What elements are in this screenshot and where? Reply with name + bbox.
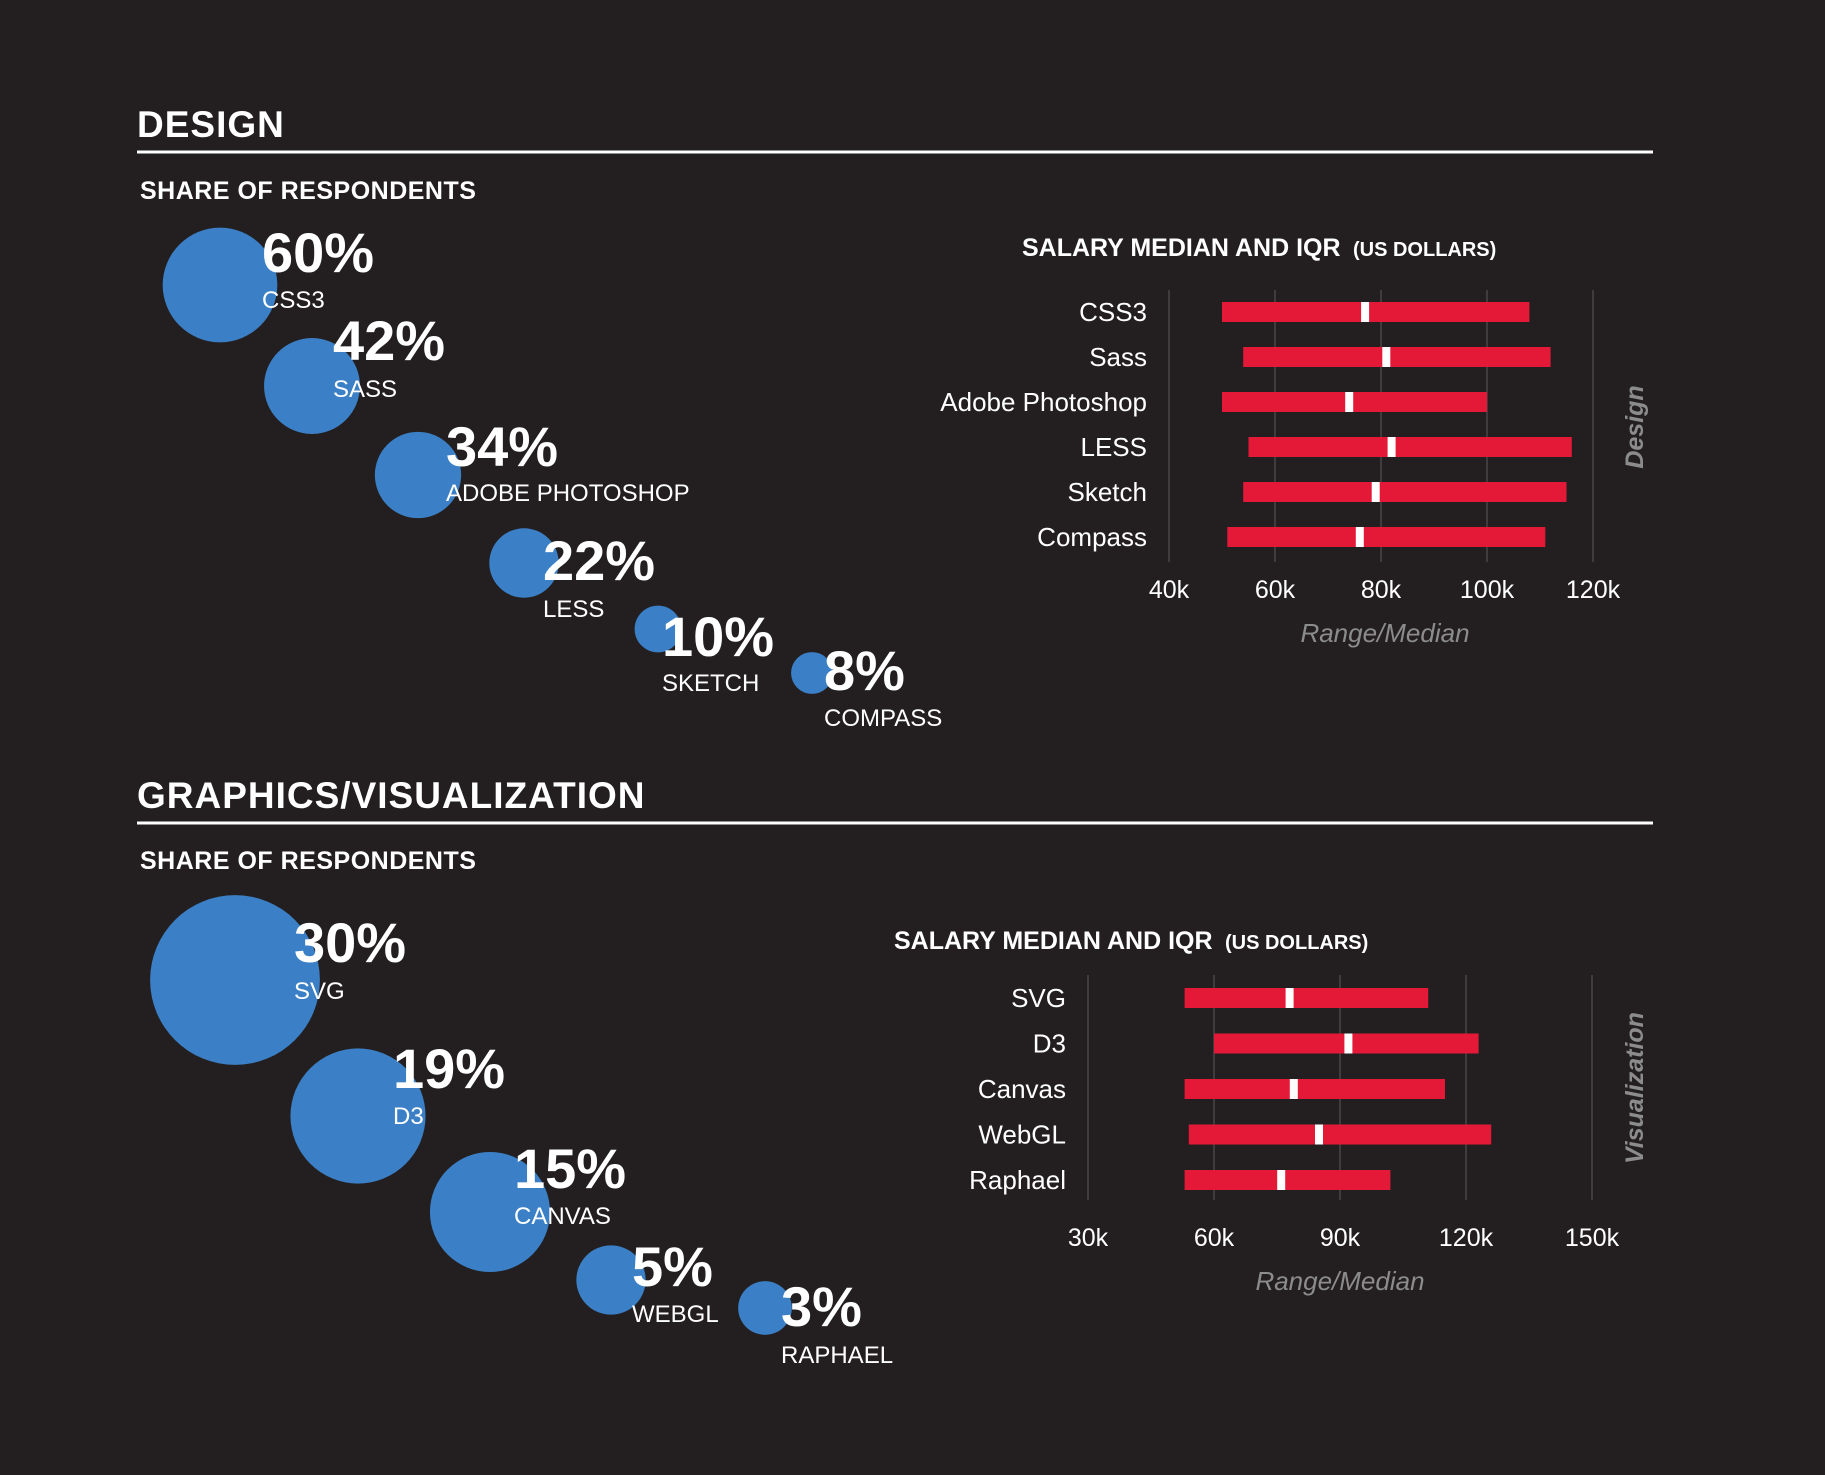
iqr-bar-less [1248,437,1572,457]
median-marker-less [1387,437,1396,457]
bubble-label-less: LESS [543,596,604,623]
salary-category-canvas: Canvas [978,1074,1066,1104]
bubble-pct-css3: 60% [262,221,374,284]
bubble-pct-d3: 19% [393,1037,505,1100]
bubble-compass [791,652,833,694]
graphics-share-bubbles: 30% SVG 19% D3 15% CANVAS 5% WEBGL 3% RAPHAEL [150,895,893,1369]
median-marker-webgl [1315,1124,1323,1145]
bubble-sass [264,338,360,434]
graphics-side-label: Visualization [1621,1012,1649,1164]
graphics-section-title: GRAPHICS/VISUALIZATION [137,775,646,816]
tick-label: 60k [1194,1224,1235,1252]
salary-category-adobe-photoshop: Adobe Photoshop [940,387,1147,417]
salary-category-sketch: Sketch [1068,477,1148,507]
salary-category-raphael: Raphael [969,1165,1066,1195]
bubble-svg [150,895,320,1065]
design-salary-title-sub: (US DOLLARS) [1353,239,1496,261]
bubble-pct-sketch: 10% [662,605,774,668]
bubble-label-raphael: RAPHAEL [781,1342,893,1369]
bubble-less [489,528,559,598]
salary-category-sass: Sass [1089,342,1147,372]
tick-label: 120k [1439,1224,1494,1252]
bubble-sketch [634,605,682,653]
bubble-pct-webgl: 5% [632,1235,713,1298]
bubble-label-sketch: SKETCH [662,670,759,697]
salary-category-webgl: WebGL [978,1120,1066,1150]
graphics-salary-title: SALARY MEDIAN AND IQR (US DOLLARS) [894,927,1368,955]
iqr-bar-svg [1184,988,1429,1008]
bubble-pct-less: 22% [543,529,655,592]
median-marker-compass [1355,527,1364,547]
bubble-pct-svg: 30% [294,911,406,974]
median-marker-adobe-photoshop [1345,392,1354,412]
design-salary-chart: 40k 60k 80k 100k 120k CSS3 Sass Adobe Photoshop… [940,290,1621,604]
bubble-label-css3: CSS3 [262,287,325,314]
bubble-pct-canvas: 15% [514,1137,626,1200]
bubble-label-d3: D3 [393,1103,424,1130]
bubble-label-webgl: WEBGL [632,1301,719,1328]
median-marker-canvas [1289,1079,1298,1099]
salary-category-less: LESS [1081,432,1148,462]
tick-label: 30k [1068,1224,1109,1252]
graphics-salary-title-sub: (US DOLLARS) [1225,932,1368,954]
median-marker-sketch [1371,482,1380,502]
median-marker-css3 [1361,302,1370,322]
bubble-webgl [576,1245,646,1315]
design-salary-title-main: SALARY MEDIAN AND IQR [1022,234,1341,262]
bubble-label-adobe-photoshop: ADOBE PHOTOSHOP [446,480,690,507]
design-share-bubbles: 60% CSS3 42% SASS 34%ADOBE PHOTOSHOP 22% LESS 1… [162,221,942,732]
iqr-bar-sass [1243,347,1551,367]
median-marker-svg [1285,988,1294,1008]
design-side-label: Design [1621,385,1649,468]
bubble-adobe-photoshop [374,431,462,519]
graphics-salary-chart: 30k 60k 90k 120k 150k SVG D3 Canvas WebGL Raphael [969,975,1620,1252]
tick-label: 40k [1149,576,1190,604]
salary-category-d3: D3 [1033,1029,1066,1059]
iqr-bar-adobe-photoshop [1222,392,1487,412]
bubble-pct-sass: 42% [333,309,445,372]
bubble-label-canvas: CANVAS [514,1203,611,1230]
tick-label: 120k [1566,576,1621,604]
median-marker-d3 [1344,1033,1353,1054]
tick-label: 150k [1565,1224,1620,1252]
tick-label: 60k [1255,576,1296,604]
tick-label: 100k [1460,576,1515,604]
design-section-title: DESIGN [137,104,285,145]
design-share-title: SHARE OF RESPONDENTS [140,177,476,205]
bubble-canvas [429,1151,551,1273]
bubble-label-compass: COMPASS [824,705,942,732]
median-marker-raphael [1277,1170,1286,1190]
design-axis-title: Range/Median [1300,618,1469,648]
iqr-bar-compass [1227,527,1546,547]
bubble-pct-raphael: 3% [781,1275,862,1338]
graphics-share-title: SHARE OF RESPONDENTS [140,847,476,875]
salary-category-compass: Compass [1037,522,1147,552]
tick-label: 80k [1361,576,1402,604]
salary-category-css3: CSS3 [1079,297,1147,327]
tick-label: 90k [1320,1224,1361,1252]
graphics-salary-title-main: SALARY MEDIAN AND IQR [894,927,1213,955]
median-marker-sass [1382,347,1391,367]
bubble-pct-compass: 8% [824,639,905,702]
iqr-bar-sketch [1243,482,1567,502]
bubble-label-sass: SASS [333,376,397,403]
bubble-d3 [290,1048,426,1184]
iqr-bar-canvas [1184,1079,1445,1099]
iqr-bar-css3 [1222,302,1530,322]
iqr-bar-webgl [1188,1124,1492,1145]
salary-category-svg: SVG [1011,983,1066,1013]
bubble-label-svg: SVG [294,978,345,1005]
bubble-css3 [162,227,278,343]
graphics-axis-title: Range/Median [1255,1266,1424,1296]
design-salary-title: SALARY MEDIAN AND IQR (US DOLLARS) [1022,234,1496,262]
iqr-bar-raphael [1184,1170,1391,1190]
bubble-raphael [738,1281,792,1335]
bubble-pct-adobe-photoshop: 34% [446,415,558,478]
